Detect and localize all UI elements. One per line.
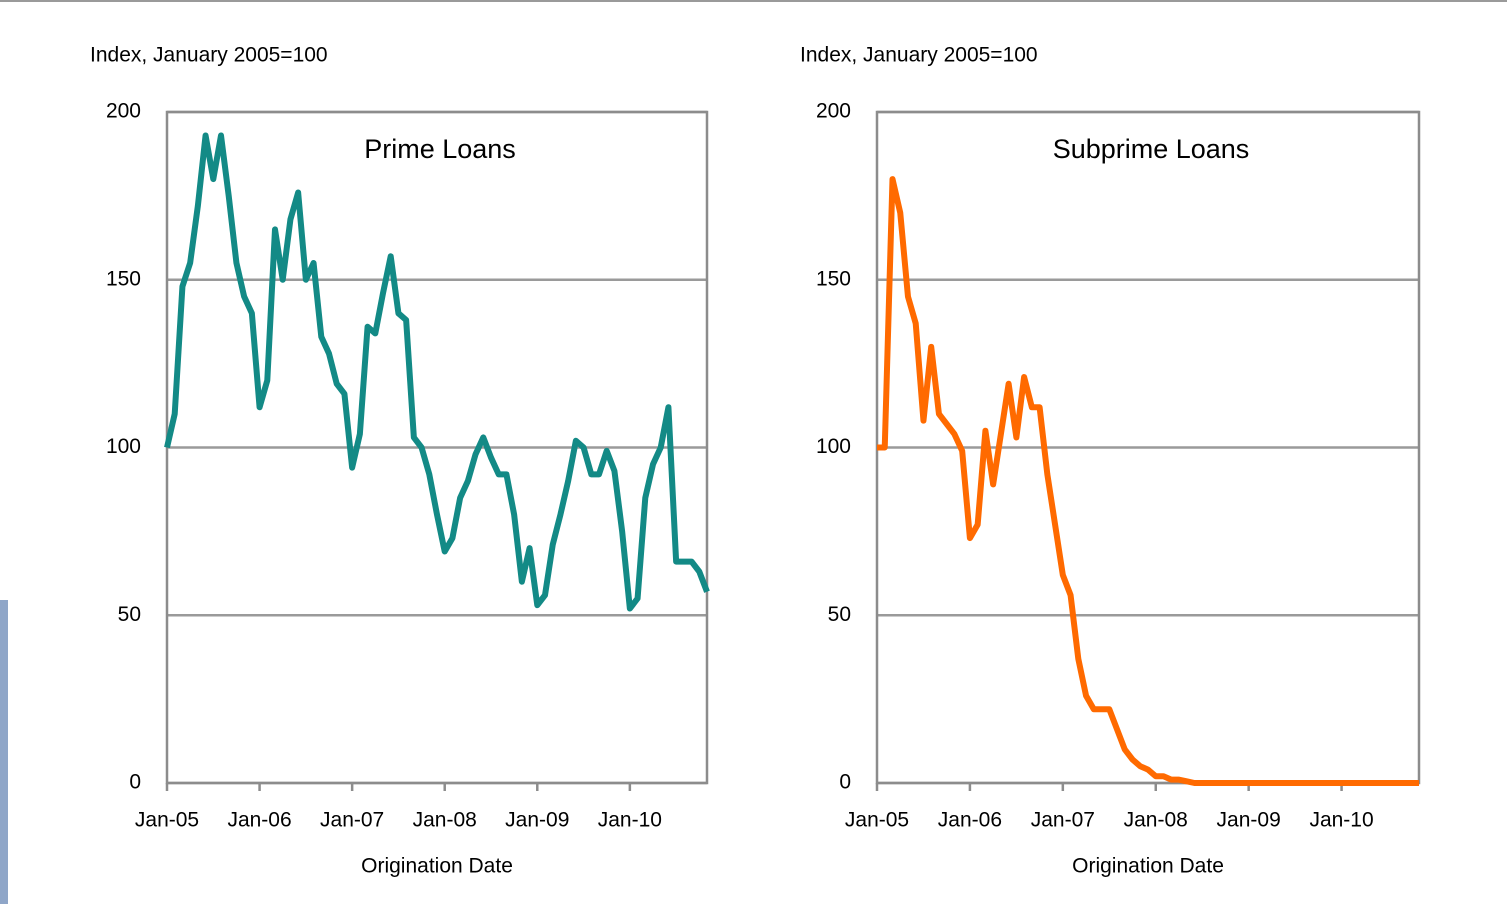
y-tick-label: 100 <box>816 435 851 458</box>
y-tick-label: 0 <box>839 771 851 794</box>
y-tick-label: 150 <box>106 267 141 290</box>
data-line <box>877 176 1419 786</box>
x-tick-label: Jan-06 <box>227 809 291 832</box>
x-tick-label: Jan-08 <box>413 809 477 832</box>
x-tick-label: Jan-09 <box>505 809 569 832</box>
x-tick-label: Jan-07 <box>1031 809 1095 832</box>
x-tick-label: Jan-08 <box>1124 809 1188 832</box>
y-axis-label: Index, January 2005=100 <box>800 44 1038 67</box>
x-tick-label: Jan-09 <box>1217 809 1281 832</box>
y-tick-label: 100 <box>106 435 141 458</box>
chart-title: Prime Loans <box>364 134 516 164</box>
x-tick-label: Jan-05 <box>135 809 199 832</box>
data-line <box>164 132 710 612</box>
x-tick-label: Jan-10 <box>598 809 662 832</box>
x-tick-label: Jan-07 <box>320 809 384 832</box>
y-tick-label: 50 <box>828 603 851 626</box>
window-edge <box>0 600 8 904</box>
x-axis-label: Origination Date <box>361 855 513 878</box>
y-tick-label: 150 <box>816 267 851 290</box>
x-axis-label: Origination Date <box>1072 855 1224 878</box>
x-tick-label: Jan-05 <box>845 809 909 832</box>
y-tick-label: 50 <box>118 603 141 626</box>
y-tick-label: 0 <box>129 771 141 794</box>
chart-title: Subprime Loans <box>1053 134 1250 164</box>
y-tick-label: 200 <box>106 100 141 123</box>
y-tick-label: 200 <box>816 100 851 123</box>
x-tick-label: Jan-06 <box>938 809 1002 832</box>
y-axis-label: Index, January 2005=100 <box>90 44 328 67</box>
x-tick-label: Jan-10 <box>1309 809 1373 832</box>
